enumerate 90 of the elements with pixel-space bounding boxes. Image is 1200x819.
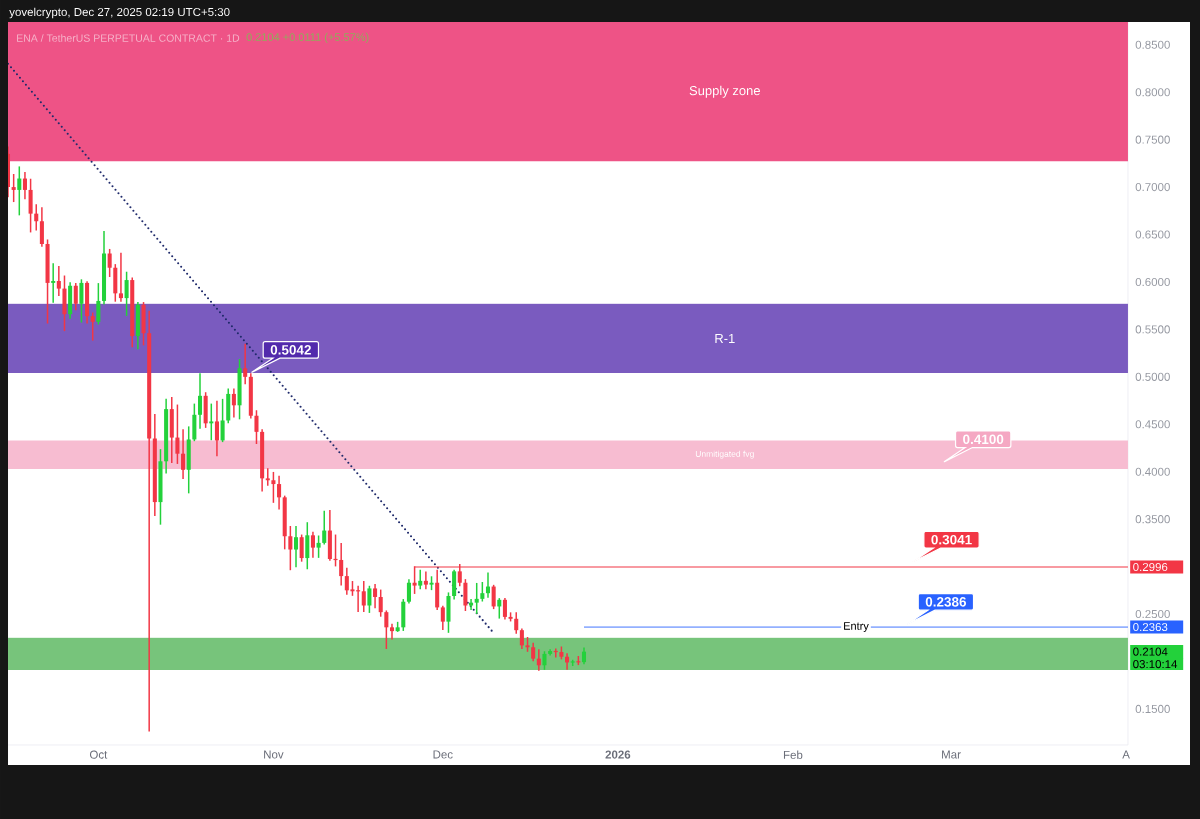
candlestick xyxy=(124,271,129,316)
candlestick xyxy=(34,204,39,231)
candlestick xyxy=(480,581,485,602)
candlestick xyxy=(463,579,468,611)
y-tick-label: 0.4000 xyxy=(1135,467,1170,476)
candlestick xyxy=(406,579,411,604)
candlestick xyxy=(378,589,383,617)
x-tick-label: A xyxy=(1122,750,1130,759)
candlestick xyxy=(254,410,259,445)
candlestick xyxy=(474,582,479,614)
annotation: 0.2386 xyxy=(925,597,967,607)
candlestick xyxy=(56,266,61,296)
candlestick xyxy=(502,598,507,620)
annotation: 0.3041 xyxy=(931,534,972,545)
candlestick xyxy=(469,599,474,611)
y-tick-label: 0.5500 xyxy=(1135,325,1170,334)
candlestick xyxy=(418,569,423,590)
annotation: 0.5042 xyxy=(270,345,311,355)
y-tick-label: 0.2500 xyxy=(1135,609,1170,619)
y-tick-label: 0.6500 xyxy=(1135,230,1170,239)
y-tick-label: 0.5000 xyxy=(1135,372,1170,381)
candlestick xyxy=(209,403,214,441)
candlestick xyxy=(299,534,304,562)
candlestick xyxy=(277,475,282,510)
band-label: Supply zone xyxy=(689,85,760,98)
x-tick-label: Oct xyxy=(89,750,108,759)
candlestick xyxy=(181,429,186,480)
candlestick xyxy=(214,400,219,457)
x-tick-label: 2026 xyxy=(605,750,631,759)
candlestick xyxy=(243,343,248,385)
candlestick xyxy=(73,283,78,311)
candlestick xyxy=(22,172,27,200)
y-tick-label: 0.1500 xyxy=(1135,704,1170,713)
candlestick xyxy=(11,174,16,203)
band-label: Unmitigated fvg xyxy=(695,450,754,459)
y-tick-label: 0.7500 xyxy=(1135,135,1170,144)
y-tick-label: 0.3500 xyxy=(1135,515,1170,524)
candlestick xyxy=(440,605,445,630)
x-tick-label: Nov xyxy=(264,750,284,759)
x-tick-label: Feb xyxy=(783,750,803,759)
candlestick xyxy=(175,404,180,464)
candlestick xyxy=(423,571,428,590)
candlestick xyxy=(389,623,395,640)
candlestick xyxy=(118,252,123,302)
y-tick-label: 0.2996 xyxy=(1133,562,1168,572)
candlestick xyxy=(384,610,389,649)
candlestick xyxy=(514,612,519,634)
candlestick xyxy=(28,178,33,233)
candlestick xyxy=(373,583,378,609)
text: yovelcrypto, Dec 27, 2025 02:19 UTC+5:30 xyxy=(9,7,230,19)
y-tick-label: 0.2363 xyxy=(1133,622,1168,632)
y-tick-label: 0.8000 xyxy=(1135,88,1170,97)
y-tick-label: 0.7000 xyxy=(1135,183,1170,192)
text: 03:10:14 xyxy=(1133,660,1178,669)
candlestick xyxy=(220,398,225,443)
candlestick xyxy=(271,471,276,503)
candlestick xyxy=(17,166,22,216)
candlestick xyxy=(316,535,321,558)
series-label: Entry xyxy=(844,622,869,632)
candlestick xyxy=(339,543,344,586)
candlestick xyxy=(107,248,112,278)
candlestick xyxy=(96,283,101,325)
candlestick xyxy=(548,649,553,656)
candlestick xyxy=(39,207,44,247)
band-label: R-1 xyxy=(715,333,735,343)
y-tick-label: 0.8500 xyxy=(1135,40,1170,49)
candlestick xyxy=(197,373,203,429)
y-tick-label: 0.6000 xyxy=(1135,277,1170,287)
annotation: 0.4100 xyxy=(963,434,1004,445)
y-tick-label: 0.4500 xyxy=(1135,420,1170,429)
x-tick-label: Mar xyxy=(942,750,961,759)
candlestick xyxy=(51,263,56,303)
text: 0.2104 +0.0111 (+5.57%) xyxy=(246,32,369,44)
candlestick xyxy=(361,581,366,612)
candlestick xyxy=(288,526,293,571)
candlestick xyxy=(265,468,270,486)
candlestick xyxy=(79,279,84,323)
candlestick xyxy=(231,388,236,418)
candlestick xyxy=(333,534,338,567)
candlestick xyxy=(519,628,524,649)
candlestick xyxy=(310,531,315,558)
candlestick xyxy=(305,522,310,570)
candlestick xyxy=(491,584,496,610)
y-tick-label: 0.2104 xyxy=(1133,647,1168,656)
candlestick xyxy=(293,526,299,568)
text: ENA / TetherUS PERPETUAL CONTRACT · 1D xyxy=(17,34,240,42)
candlestick xyxy=(367,585,372,613)
candlestick xyxy=(90,312,95,341)
x-tick-label: Dec xyxy=(433,750,453,759)
candlestick xyxy=(322,510,327,545)
